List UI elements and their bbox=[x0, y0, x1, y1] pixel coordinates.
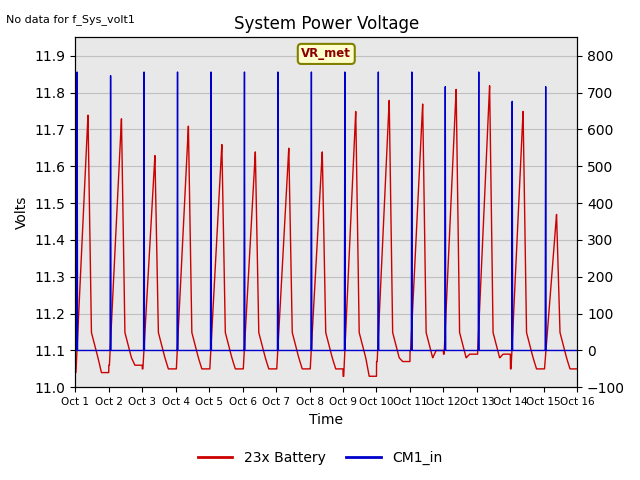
Text: No data for f_Sys_volt1: No data for f_Sys_volt1 bbox=[6, 14, 135, 25]
X-axis label: Time: Time bbox=[309, 413, 343, 427]
Title: System Power Voltage: System Power Voltage bbox=[234, 15, 419, 33]
Text: VR_met: VR_met bbox=[301, 48, 351, 60]
Legend: 23x Battery, CM1_in: 23x Battery, CM1_in bbox=[192, 445, 448, 471]
Y-axis label: Volts: Volts bbox=[15, 196, 29, 229]
